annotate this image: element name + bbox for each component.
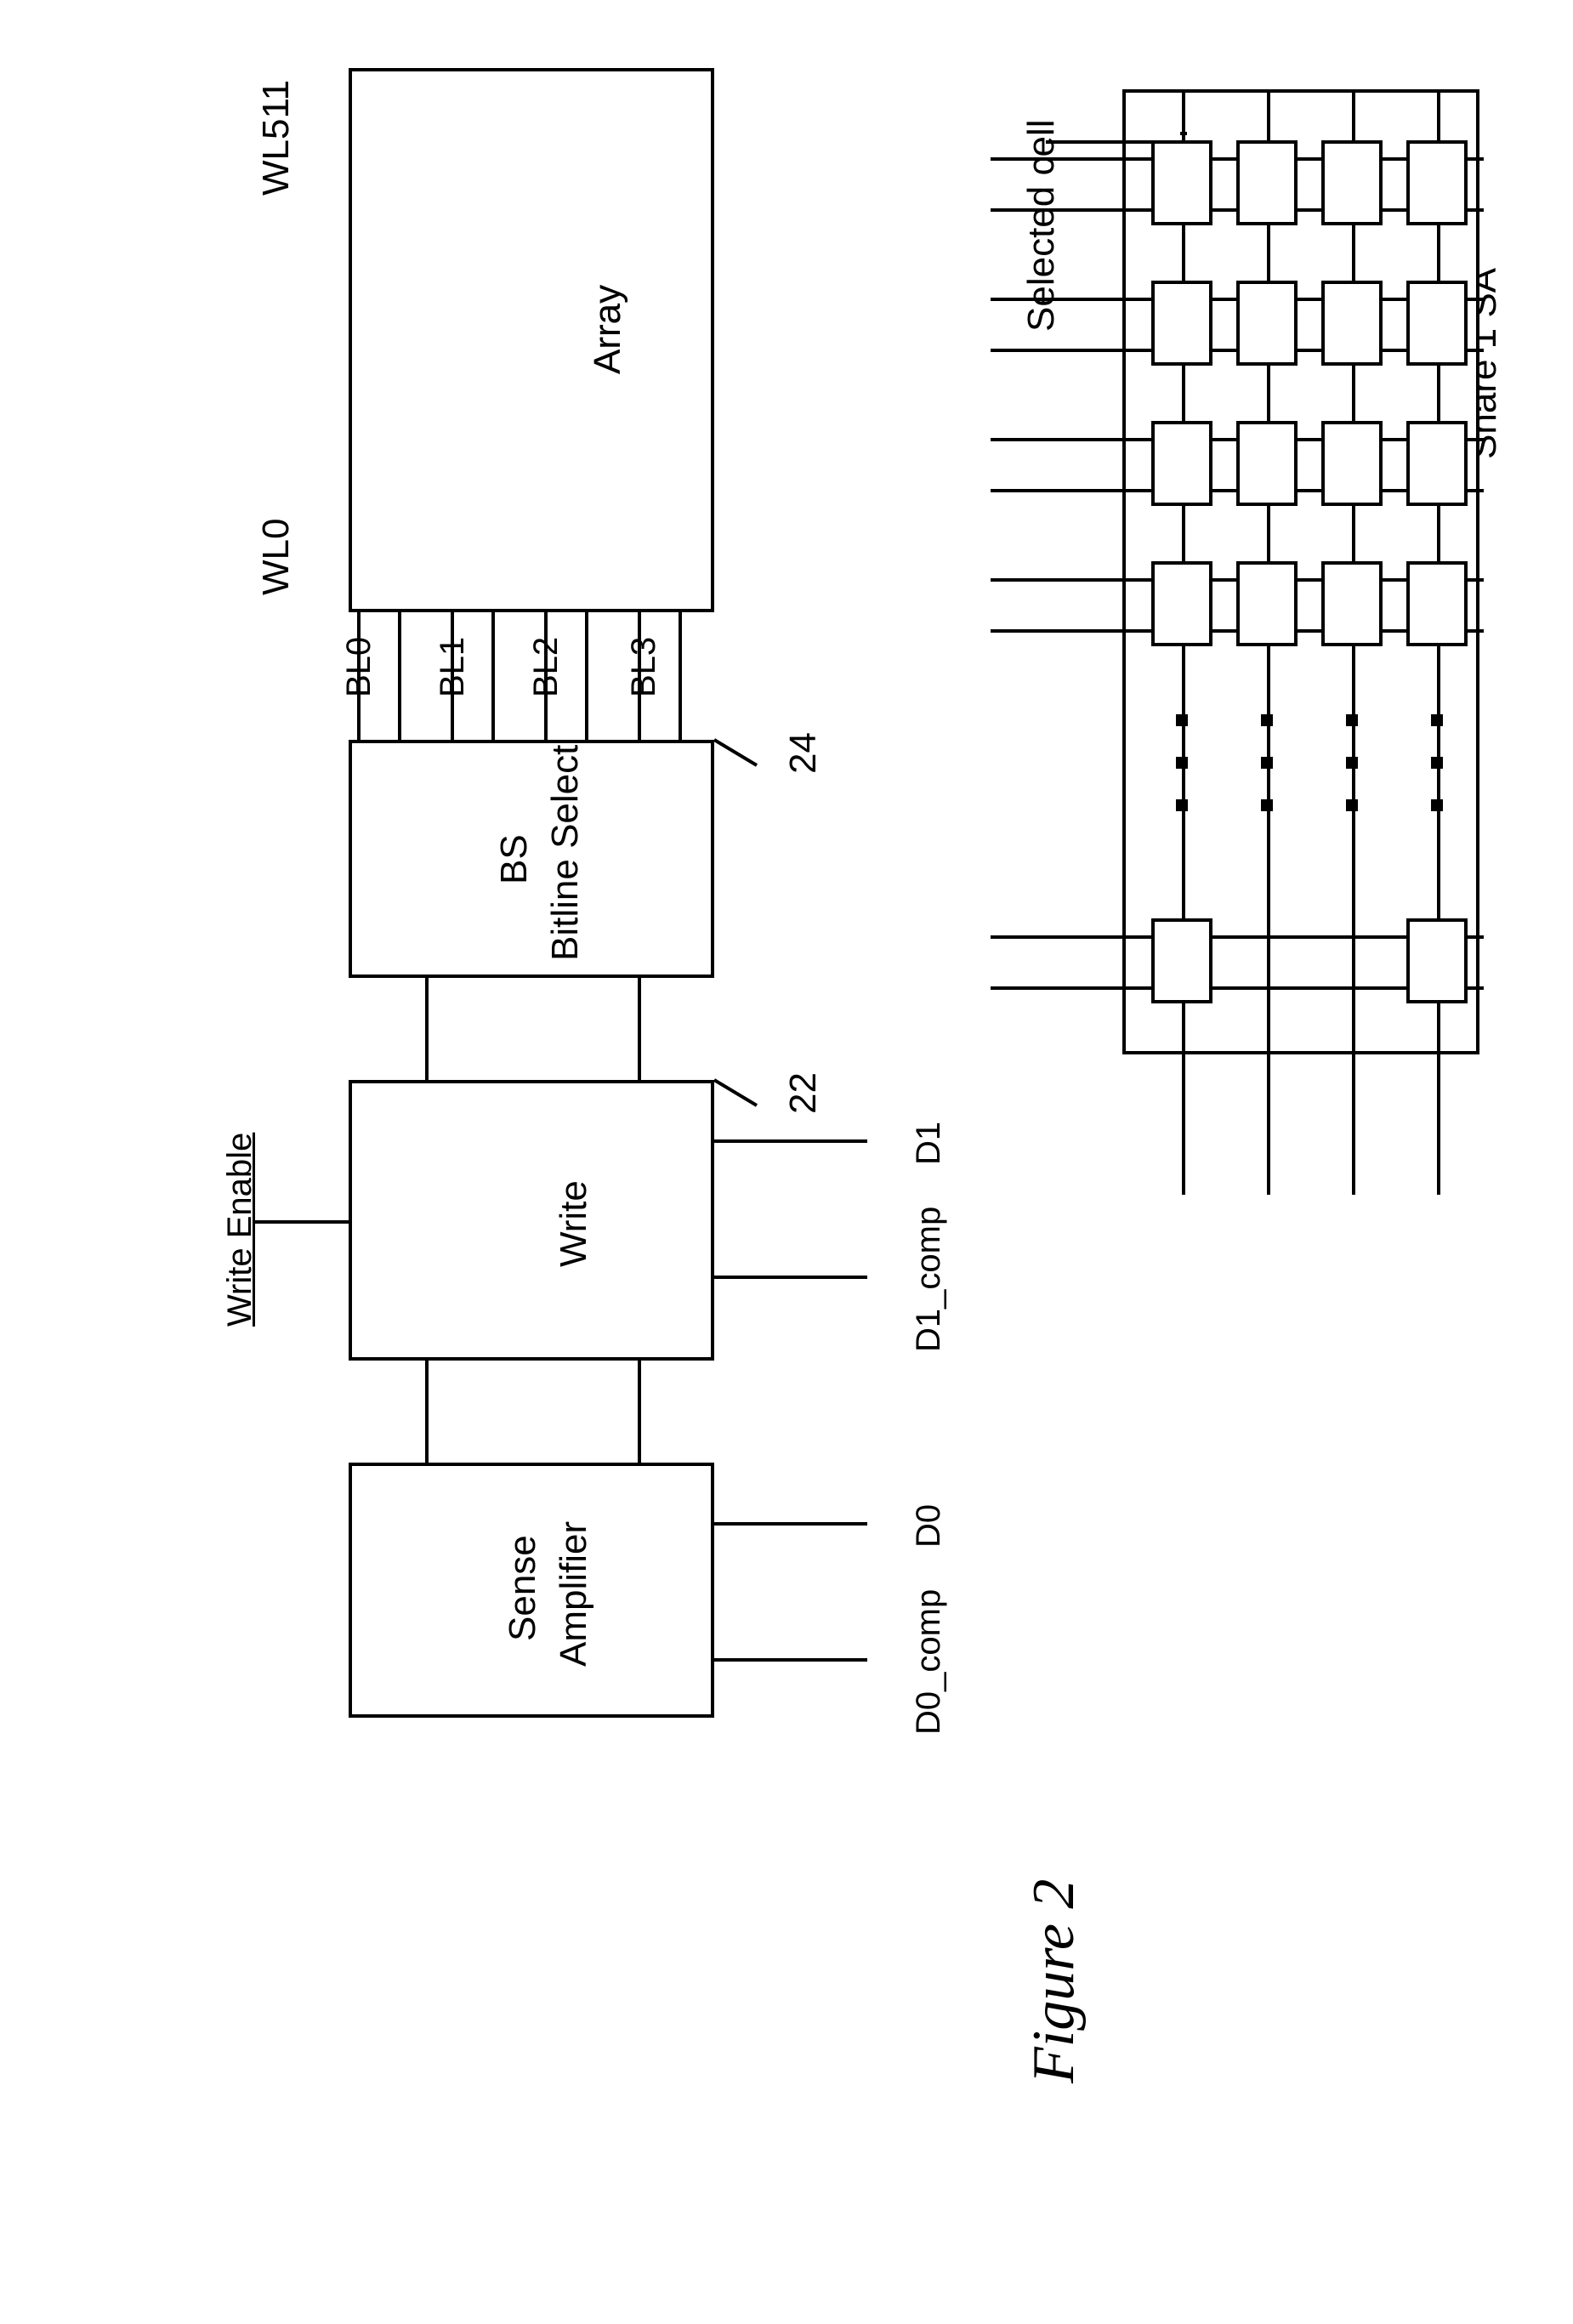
d0comp-line — [714, 1658, 867, 1662]
write-label: Write — [553, 1180, 595, 1267]
cell-r0c4 — [1151, 918, 1212, 1003]
array-block: Array — [349, 68, 714, 612]
write-sa-line-a — [425, 1361, 429, 1463]
figure-canvas: WL511 WL0 Array Array BL0 BL1 BL2 BL3 BS… — [0, 0, 1573, 2324]
cell-r2c0 — [1321, 140, 1383, 225]
cell-r1c2 — [1236, 421, 1298, 506]
cell-r3c4 — [1406, 918, 1468, 1003]
ellipsis-c3-0 — [1431, 714, 1443, 726]
sa-line2: Amplifier — [553, 1521, 595, 1667]
label-bl3: BL3 — [625, 637, 663, 697]
label-wl511: WL511 — [255, 80, 298, 196]
ref-22: 22 — [782, 1072, 825, 1114]
d0-label: D0 — [910, 1504, 948, 1548]
cell-r0c2 — [1151, 421, 1212, 506]
d1-label: D1 — [910, 1122, 948, 1165]
leader-22 — [714, 1080, 765, 1122]
cell-r1c3 — [1236, 561, 1298, 646]
tie-stub — [1180, 132, 1187, 135]
write-enable-line — [255, 1220, 349, 1224]
ellipsis-c3-1 — [1431, 757, 1443, 769]
d1comp-label: D1_comp — [910, 1207, 948, 1352]
bitline-2b — [585, 612, 588, 740]
d0-line — [714, 1522, 867, 1526]
cell-r3c3 — [1406, 561, 1468, 646]
cell-r1c0 — [1236, 140, 1298, 225]
bs-write-line-b — [638, 978, 641, 1080]
write-enable-label: Write Enable — [221, 1133, 259, 1327]
array-label-2: Array — [587, 285, 629, 374]
ellipsis-c0-1 — [1176, 757, 1188, 769]
d1-line — [714, 1139, 867, 1143]
ellipsis-c2-0 — [1346, 714, 1358, 726]
d0comp-label: D0_comp — [910, 1589, 948, 1735]
selected-cell-tick — [1151, 140, 1155, 144]
bs-write-line-a — [425, 978, 429, 1080]
bitline-3a — [638, 612, 641, 740]
cell-r3c0 — [1406, 140, 1468, 225]
ref-24: 24 — [782, 732, 825, 774]
bs-line1: BS — [493, 834, 536, 884]
bitline-0b — [398, 612, 401, 740]
bitline-1a — [451, 612, 454, 740]
cell-r1c1 — [1236, 281, 1298, 366]
ellipsis-c2-1 — [1346, 757, 1358, 769]
write-sa-line-b — [638, 1361, 641, 1463]
bitline-1b — [491, 612, 495, 740]
cell-r3c2 — [1406, 421, 1468, 506]
ellipsis-c0-0 — [1176, 714, 1188, 726]
leader-24 — [714, 740, 765, 782]
selected-cell-leader — [1046, 140, 1151, 144]
selected-cell-label: Selected cell — [1020, 120, 1063, 332]
cell-r2c2 — [1321, 421, 1383, 506]
cell-r0c3 — [1151, 561, 1212, 646]
d1comp-line — [714, 1276, 867, 1279]
ellipsis-c3-2 — [1431, 799, 1443, 811]
ellipsis-c1-1 — [1261, 757, 1273, 769]
sa-line1: Sense — [502, 1535, 544, 1641]
bitline-0a — [357, 612, 361, 740]
ellipsis-c2-2 — [1346, 799, 1358, 811]
cell-r3c1 — [1406, 281, 1468, 366]
bitline-3b — [679, 612, 682, 740]
cell-r0c1 — [1151, 281, 1212, 366]
ellipsis-c1-2 — [1261, 799, 1273, 811]
ellipsis-c1-0 — [1261, 714, 1273, 726]
label-wl0: WL0 — [255, 519, 298, 595]
cell-r2c3 — [1321, 561, 1383, 646]
cell-r0c0 — [1151, 140, 1212, 225]
bitline-2a — [544, 612, 548, 740]
figure-label: Figure 2 — [1020, 1879, 1088, 2083]
cell-r2c1 — [1321, 281, 1383, 366]
write-block — [349, 1080, 714, 1361]
ellipsis-c0-2 — [1176, 799, 1188, 811]
bs-line2: Bitline Select — [544, 745, 587, 961]
